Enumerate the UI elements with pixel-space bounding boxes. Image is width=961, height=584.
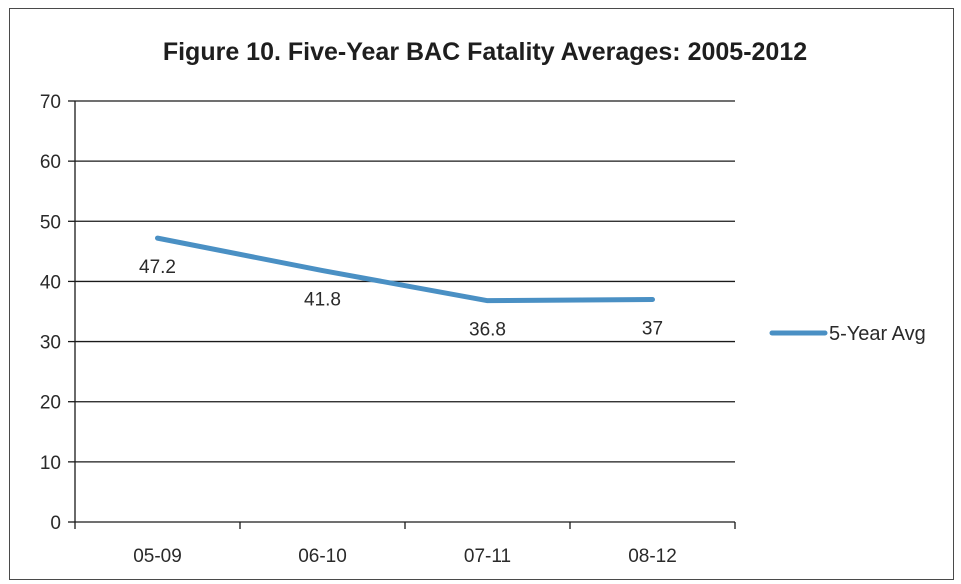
data-label: 36.8 [469, 320, 506, 341]
y-tick-label: 10 [40, 453, 61, 474]
y-tick-label: 60 [40, 152, 61, 173]
data-label: 41.8 [304, 290, 341, 311]
x-tick-label: 08-12 [628, 546, 677, 567]
grid-layer [75, 100, 735, 463]
series-layer [155, 235, 655, 304]
x-tick-label: 07-11 [464, 546, 511, 567]
data-label: 37 [642, 318, 663, 339]
y-tick-label: 70 [40, 92, 61, 113]
chart-frame [9, 8, 954, 580]
legend-label: 5-Year Avg [829, 323, 926, 345]
y-tick-label: 0 [50, 513, 61, 534]
y-tick-label: 50 [40, 212, 61, 233]
x-tick-label: 06-10 [298, 546, 347, 567]
legend: 5-Year Avg [769, 323, 926, 345]
data-label: 47.2 [139, 257, 176, 278]
chart-title: Figure 10. Five-Year BAC Fatality Averag… [163, 38, 807, 66]
y-tick-label: 30 [40, 333, 61, 354]
y-tick-label: 40 [40, 272, 61, 293]
series-line [155, 235, 655, 304]
label-layer: 47.2 41.8 36.8 37 [139, 257, 663, 341]
axis-layer: 0 10 20 30 40 50 60 70 05-09 06-10 07-11 08-12 [40, 92, 736, 567]
x-tick-label: 05-09 [133, 546, 182, 567]
y-tick-label: 20 [40, 393, 61, 414]
